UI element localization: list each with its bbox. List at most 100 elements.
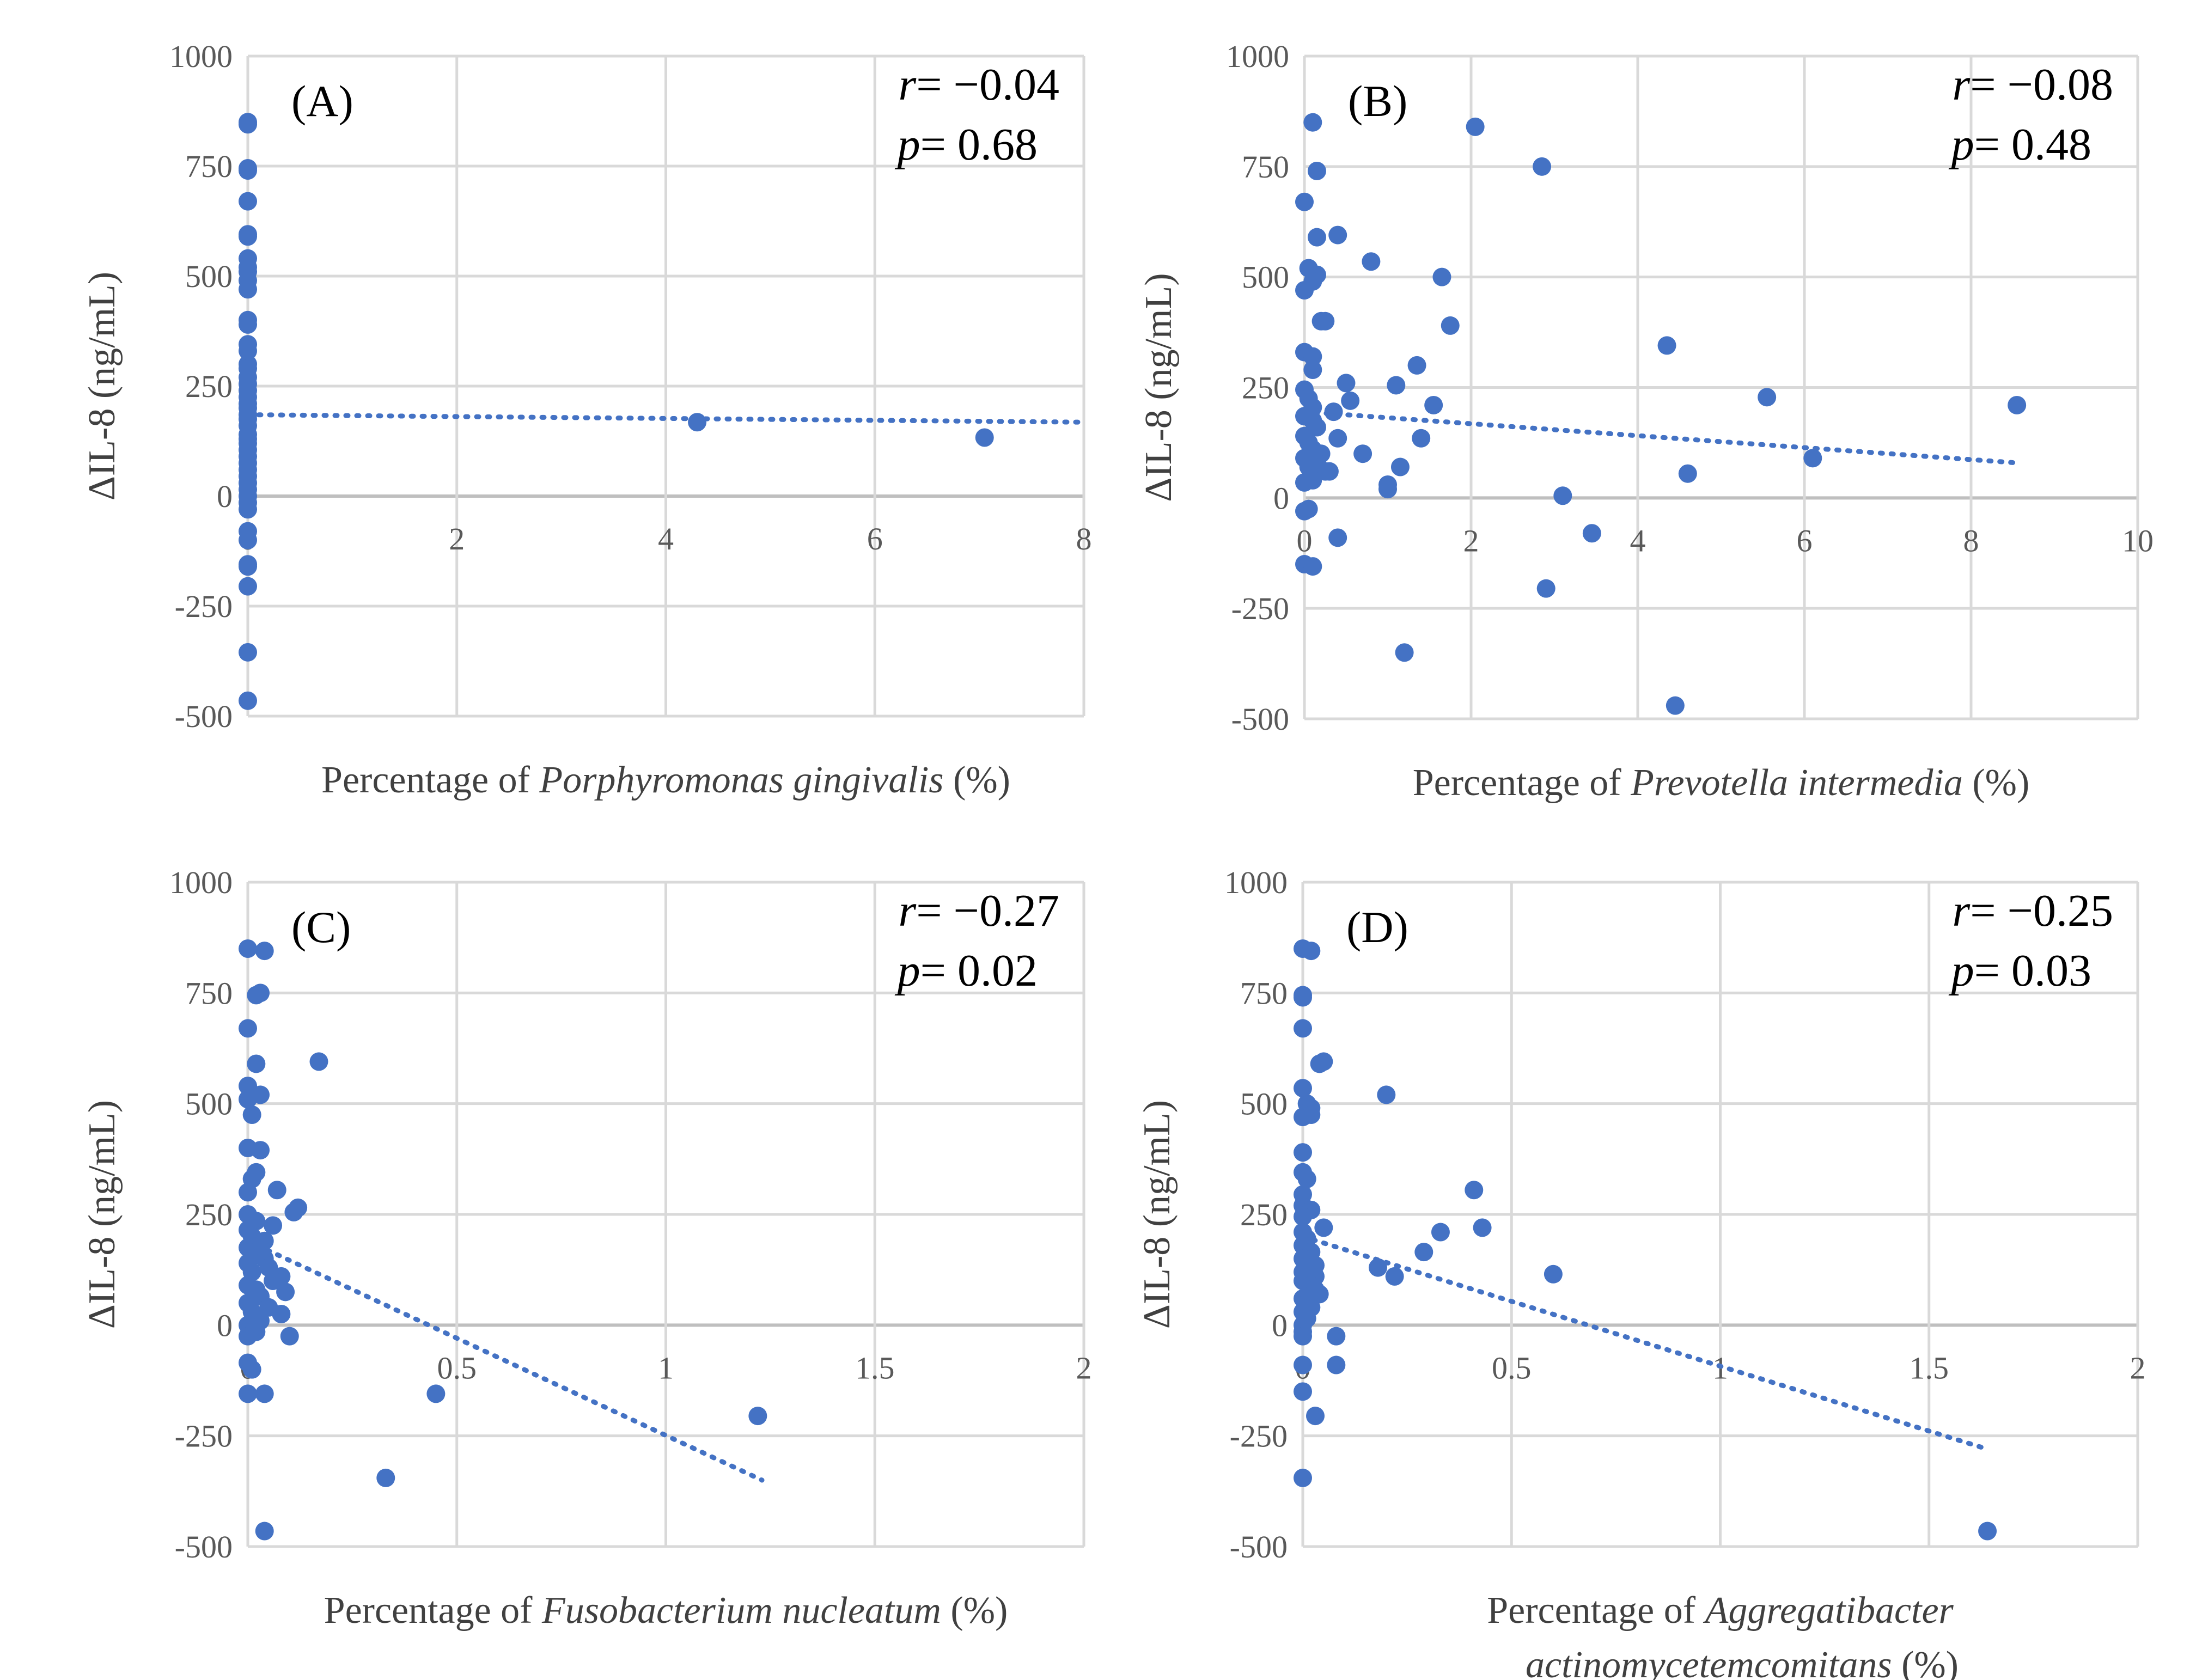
- panel-c-data-point-47: [242, 1360, 261, 1379]
- panel-d-data-point-54: [1978, 1522, 1997, 1541]
- panel-d-y-axis-title: ΔIL-8 (ng/mL): [1136, 1100, 1178, 1329]
- panel-b-data-point-42: [1407, 356, 1426, 375]
- panel-a-data-point-47: [688, 413, 707, 432]
- panel-d-r-symbol: r: [1953, 885, 1971, 936]
- panel-b-data-point-54: [1536, 579, 1555, 598]
- panel-a-r-value: = −0.04: [916, 59, 1059, 110]
- panel-a-data-point-15: [239, 341, 257, 361]
- panel-d-data-point-45: [1306, 1407, 1325, 1426]
- panel-c-data-point-16: [267, 1181, 286, 1200]
- panel-b-data-point-43: [1412, 429, 1431, 448]
- panel-b-data-point-59: [1678, 464, 1697, 483]
- panel-d-r-stat: r= −0.25: [1953, 885, 2113, 936]
- panel-d-p-value: = 0.03: [1974, 945, 2091, 996]
- panel-c-data-point-49: [255, 1384, 274, 1403]
- panel-a-r-stat: r= −0.04: [899, 59, 1059, 110]
- panel-b-data-point-58: [1666, 696, 1685, 715]
- panel-b-data-point-46: [1441, 316, 1460, 335]
- panel-c-label: (C): [291, 902, 351, 952]
- panel-b-data-point-51: [1303, 557, 1322, 576]
- panel-b-data-point-4: [1328, 225, 1347, 245]
- panel-b-data-point-48: [1295, 502, 1314, 521]
- panel-c-data-point-32: [264, 1272, 283, 1290]
- panel-b-ytick-label-0: 0: [1273, 480, 1289, 516]
- panel-c-ytick-label-500: 500: [185, 1086, 233, 1122]
- panel-d-data-point-20: [1314, 1218, 1333, 1237]
- panel-d-data-point-41: [1327, 1327, 1346, 1346]
- panel-b-x-axis-title-prefix: Percentage of: [1413, 762, 1631, 804]
- panel-d-ytick-label-250: 250: [1240, 1197, 1288, 1232]
- panel-c-data-point-4: [239, 1019, 257, 1038]
- panel-a-data-point-1: [239, 115, 257, 134]
- panel-b-xtick-label-8: 8: [1963, 523, 1979, 558]
- panel-c-ytick-label-750: 750: [185, 975, 233, 1011]
- panel-b-data-point-44: [1424, 395, 1443, 414]
- panel-d-data-point-7: [1294, 1079, 1312, 1098]
- panel-c-data-point-9: [239, 1090, 257, 1109]
- panel-a-x-axis-title-suffix: (%): [944, 759, 1010, 801]
- panel-b-x-axis-title-species: Prevotella intermedia: [1630, 762, 1963, 804]
- panel-b-r-value: = −0.08: [1970, 59, 2113, 110]
- panel-b-data-point-49: [1328, 528, 1347, 547]
- panel-c-x-axis-title-species: Fusobacterium nucleatum: [541, 1590, 941, 1632]
- panel-d-p-stat: p= 0.03: [1949, 945, 2091, 996]
- panel-b-data-point-3: [1307, 228, 1326, 247]
- panel-b-data-point-53: [1533, 157, 1552, 176]
- panel-c-data-point-21: [264, 1216, 283, 1235]
- panel-d-data-point-43: [1327, 1355, 1346, 1374]
- panel-b-data-point-36: [1362, 252, 1381, 271]
- panel-b-trendline: [1302, 409, 2015, 465]
- panel-c-ytick-label--250: -250: [175, 1419, 233, 1454]
- panel-d-data-point-47: [1368, 1258, 1387, 1277]
- panel-a-p-symbol: p: [895, 119, 920, 170]
- panel-b-ytick-label--500: -500: [1231, 701, 1289, 737]
- panel-b-x-axis-title: Percentage of Prevotella intermedia (%): [1413, 762, 2030, 804]
- panel-d-data-point-3: [1294, 988, 1312, 1007]
- panel-c-data-point-10: [242, 1105, 261, 1124]
- panel-a-ytick-label-250: 250: [185, 369, 233, 404]
- panel-c-r-stat: r= −0.27: [899, 885, 1059, 936]
- panel-d-data-point-50: [1431, 1223, 1450, 1242]
- panel-c-data-point-12: [251, 1141, 270, 1160]
- panel-d-data-point-13: [1294, 1143, 1312, 1162]
- panel-d-data-point-1: [1302, 942, 1321, 961]
- panel-b-data-point-45: [1432, 267, 1451, 286]
- panel-c-ytick-label-250: 250: [185, 1197, 233, 1232]
- panel-d-p-symbol: p: [1949, 945, 1974, 996]
- panel-b-ytick-label-750: 750: [1242, 149, 1289, 185]
- panel-c-data-point-53: [748, 1407, 767, 1426]
- panel-a-label: (A): [291, 76, 353, 126]
- panel-b-data-point-61: [1803, 449, 1822, 468]
- panel-a-p-stat: p= 0.68: [895, 119, 1038, 170]
- panel-b-r-stat: r= −0.08: [1953, 59, 2113, 110]
- panel-c-data-point-35: [276, 1282, 295, 1302]
- panel-a-ytick-label-1000: 1000: [169, 39, 233, 74]
- panel-c-xtick-label-2: 2: [1076, 1350, 1092, 1385]
- panel-a-r-symbol: r: [899, 59, 917, 110]
- panel-b-data-point-1: [1307, 161, 1326, 180]
- panel-d-trendline: [1300, 1234, 1990, 1452]
- panel-c-data-point-18: [284, 1202, 303, 1221]
- panel-b-data-point-29: [1295, 473, 1314, 492]
- panel-d-xtick-label-2: 2: [2130, 1350, 2146, 1385]
- panel-d-x-axis-title-species-line2: actinomycetemcomitans: [1526, 1644, 1892, 1680]
- panel-a-x-axis-title-prefix: Percentage of: [321, 759, 539, 801]
- panel-d-data-point-44: [1294, 1382, 1312, 1401]
- panel-b-data-point-0: [1303, 113, 1322, 132]
- panel-b-r-symbol: r: [1953, 59, 1971, 110]
- panel-d-xtick-label-1.5: 1.5: [1910, 1350, 1949, 1385]
- panel-b-p-stat: p= 0.48: [1949, 119, 2091, 170]
- panel-d-r-value: = −0.25: [1970, 885, 2113, 936]
- panel-b-data-point-52: [1466, 117, 1485, 136]
- panel-c-xtick-label-1.5: 1.5: [855, 1350, 895, 1385]
- panel-d-x-axis-title-prefix: Percentage of: [1487, 1590, 1705, 1632]
- panel-d-data-point-52: [1473, 1218, 1492, 1237]
- panel-a-xtick-label-8: 8: [1076, 521, 1092, 557]
- panel-d-data-point-46: [1294, 1468, 1312, 1487]
- panel-d-ytick-label-1000: 1000: [1224, 865, 1288, 900]
- panel-c-r-value: = −0.27: [916, 885, 1059, 936]
- panel-b-ytick-label--250: -250: [1231, 591, 1289, 626]
- panel-b-xtick-label-6: 6: [1797, 523, 1813, 558]
- panel-c-data-point-50: [426, 1384, 446, 1403]
